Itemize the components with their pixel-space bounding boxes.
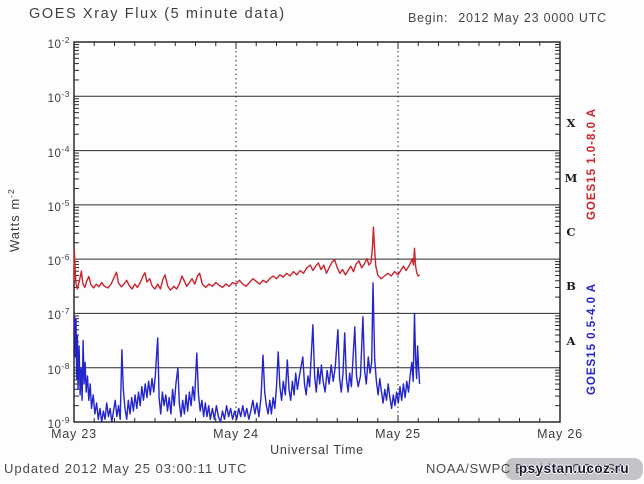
begin-label: Begin: <box>408 11 449 25</box>
begin-timestamp: Begin: 2012 May 23 0000 UTC <box>408 11 607 25</box>
x-axis-title: Universal Time <box>270 443 364 457</box>
flux-class-letter: X <box>566 116 576 131</box>
x-axis-tick-label: May 24 <box>213 427 259 441</box>
y-axis-tick-label: 10-3 <box>47 89 70 106</box>
y-axis-title-exponent: -2 <box>5 188 16 198</box>
flux-class-letter: C <box>566 225 576 239</box>
x-axis-tick-label: May 26 <box>537 427 583 441</box>
y-axis-tick-label: 10-4 <box>47 143 70 160</box>
plot-frame <box>73 41 561 423</box>
flux-class-letter: M <box>564 170 578 185</box>
flux-line-short-channel <box>73 282 421 423</box>
y-axis-tick-label: 10-8 <box>47 360 70 377</box>
x-axis-tick-label: May 25 <box>375 427 421 441</box>
y-axis-tick-label: 10-6 <box>47 252 70 268</box>
chart-title: GOES Xray Flux (5 minute data) <box>29 6 286 22</box>
y-axis-tick-label: 10-5 <box>47 197 70 214</box>
y-axis-title: Watts m-2 <box>6 140 22 300</box>
y-axis-tick-label: 10-2 <box>47 35 70 51</box>
flux-line-long-channel <box>73 226 421 291</box>
series-label-short-channel: GOES15 0.5-4.0 A <box>586 282 598 396</box>
begin-value: 2012 May 23 0000 UTC <box>458 11 607 25</box>
source-attribution: NOAA/SWPC Boulder, CO USA <box>426 461 626 476</box>
y-axis-tick-label: 10-9 <box>47 415 70 431</box>
updated-timestamp: Updated 2012 May 25 03:00:11 UTC <box>4 461 248 476</box>
y-axis-title-base: Watts m <box>7 197 23 253</box>
x-axis-tick-label: May 23 <box>51 427 97 441</box>
flux-class-letter: B <box>566 279 576 294</box>
flux-class-letter: A <box>566 333 576 348</box>
y-axis-tick-label: 10-7 <box>47 306 70 323</box>
watermark-badge: psystan.ucoz.ru <box>505 458 643 480</box>
